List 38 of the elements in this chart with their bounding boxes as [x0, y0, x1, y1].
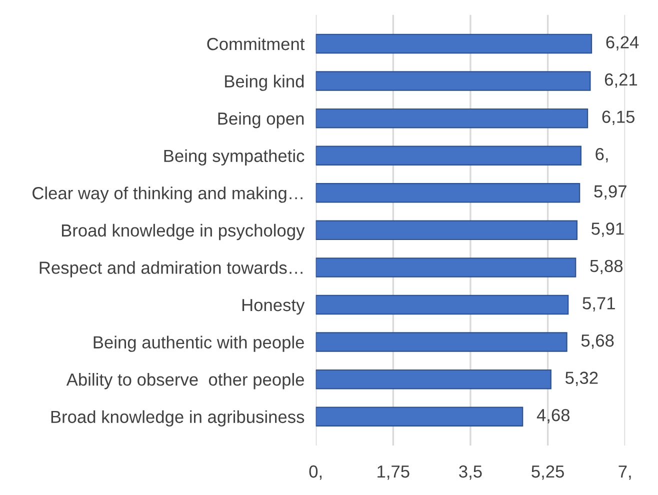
data-label: 6,21	[604, 73, 638, 88]
bar	[316, 294, 569, 315]
bar	[316, 369, 552, 390]
bar	[316, 146, 582, 166]
y-tick-label: Honesty	[242, 299, 305, 315]
data-label: 6,15	[602, 110, 634, 126]
x-tick-label: 1,75	[378, 466, 410, 480]
y-tick-label: Being authentic with people	[94, 336, 304, 352]
bar	[316, 108, 588, 128]
bar	[316, 183, 580, 203]
bar	[316, 406, 524, 426]
bar	[316, 220, 578, 240]
y-tick-label: Clear way of thinking and making…	[32, 186, 302, 203]
y-tick-label: Being sympathetic	[164, 149, 304, 166]
data-label: 5,97	[594, 185, 626, 200]
data-label: 6,	[596, 148, 608, 162]
y-tick-label: Being kind	[225, 74, 304, 91]
x-tick-label: 5,25	[532, 465, 564, 480]
x-tick-label: 0,	[309, 465, 322, 480]
bar	[316, 332, 568, 352]
y-tick-label: Ability to observe other people	[66, 373, 304, 390]
y-tick-label: Respect and admiration towards…	[40, 261, 302, 278]
data-label: 5,32	[565, 372, 598, 386]
y-tick-label: Broad knowledge in agribusiness	[51, 410, 304, 426]
bar	[316, 34, 592, 54]
bar	[316, 71, 591, 91]
data-label: 5,71	[582, 297, 615, 312]
data-label: 5,68	[581, 334, 614, 349]
data-label: 4,68	[536, 408, 570, 424]
y-tick-label: Broad knowledge in psychology	[62, 224, 305, 240]
x-tick-label: 3,5	[459, 465, 482, 480]
bar	[316, 258, 576, 278]
x-tick-label: 7,	[618, 466, 631, 480]
y-tick-label: Being open	[218, 112, 304, 128]
y-tick-label: Commitment	[207, 37, 305, 50]
data-label: 5,91	[592, 222, 624, 237]
data-label: 5,88	[590, 260, 623, 274]
data-label: 6,24	[606, 36, 639, 50]
